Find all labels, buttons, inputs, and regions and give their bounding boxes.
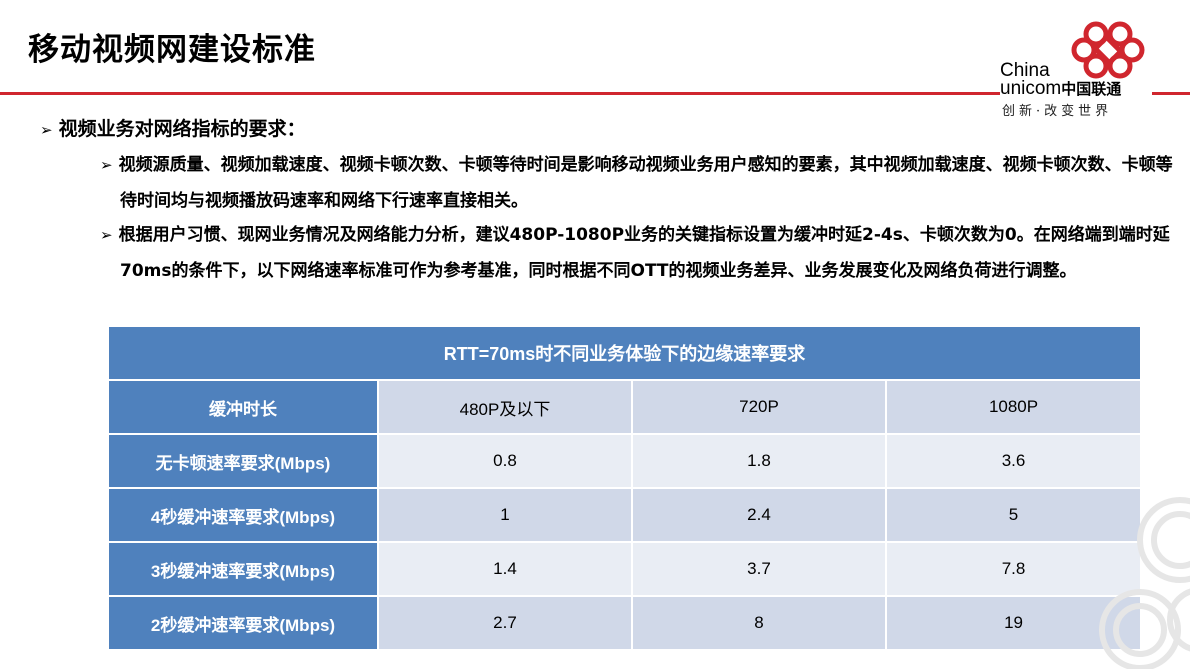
china-unicom-logo: China unicom中国联通 创新·改变世界 xyxy=(996,20,1166,120)
bullet-item: ➢ 根据用户习惯、现网业务情况及网络能力分析，建议480P-1080P业务的关键指… xyxy=(100,217,1180,289)
column-header: 720P xyxy=(631,379,887,435)
table-cell: 1 xyxy=(377,487,633,543)
page-title: 移动视频网建设标准 xyxy=(28,32,316,68)
logo-text-unicom: unicom中国联通 xyxy=(1000,78,1121,100)
table-cell: 1.8 xyxy=(631,433,887,489)
logo-text-unicom-en: unicom xyxy=(1000,78,1062,99)
table-cell: 19 xyxy=(884,595,1143,651)
row-label: 4秒缓冲速率要求(Mbps) xyxy=(107,487,379,543)
table-header-row: 缓冲时长 480P及以下 720P 1080P xyxy=(107,379,1143,435)
table-row: 2秒缓冲速率要求(Mbps) 2.7 8 19 xyxy=(107,595,1143,651)
table-cell: 1.4 xyxy=(377,541,633,597)
table-caption-row: RTT=70ms时不同业务体验下的边缘速率要求 xyxy=(106,325,1143,381)
table-caption: RTT=70ms时不同业务体验下的边缘速率要求 xyxy=(106,325,1143,381)
table-cell: 8 xyxy=(631,595,887,651)
table-cell: 5 xyxy=(884,487,1143,543)
bullet-text: 视频源质量、视频加载速度、视频卡顿次数、卡顿等待时间是影响移动视频业务用户感知的… xyxy=(118,155,1173,211)
row-label: 2秒缓冲速率要求(Mbps) xyxy=(107,595,379,651)
table-row: 无卡顿速率要求(Mbps) 0.8 1.8 3.6 xyxy=(107,433,1143,489)
row-label: 3秒缓冲速率要求(Mbps) xyxy=(107,541,379,597)
table-cell: 2.4 xyxy=(631,487,887,543)
title-divider-right xyxy=(1152,92,1190,95)
column-header: 480P及以下 xyxy=(377,379,633,435)
table-row: 3秒缓冲速率要求(Mbps) 1.4 3.7 7.8 xyxy=(107,541,1143,597)
section-heading-text: 视频业务对网络指标的要求： xyxy=(58,118,306,140)
bullet-arrow-icon: ➢ xyxy=(100,226,113,244)
bullet-item: ➢ 视频源质量、视频加载速度、视频卡顿次数、卡顿等待时间是影响移动视频业务用户感知… xyxy=(100,147,1180,219)
table-row: 4秒缓冲速率要求(Mbps) 1 2.4 5 xyxy=(107,487,1143,543)
table-cell: 0.8 xyxy=(377,433,633,489)
logo-text-china: China xyxy=(1000,60,1050,81)
table-cell: 3.7 xyxy=(631,541,887,597)
table-cell: 7.8 xyxy=(884,541,1143,597)
bullet-arrow-icon: ➢ xyxy=(100,156,113,174)
title-divider xyxy=(0,92,1000,95)
table-cell: 3.6 xyxy=(884,433,1143,489)
rate-requirements-table: RTT=70ms时不同业务体验下的边缘速率要求 缓冲时长 480P及以下 720… xyxy=(106,325,1143,651)
decorative-knot-pattern xyxy=(1099,497,1190,669)
row-label: 无卡顿速率要求(Mbps) xyxy=(107,433,379,489)
section-heading: ➢ 视频业务对网络指标的要求： xyxy=(40,114,306,141)
logo-slogan: 创新·改变世界 xyxy=(1002,104,1113,119)
unicom-knot-icon xyxy=(1071,21,1145,79)
bullet-arrow-icon: ➢ xyxy=(40,121,53,139)
column-header: 1080P xyxy=(884,379,1143,435)
table-cell: 2.7 xyxy=(377,595,633,651)
column-header: 缓冲时长 xyxy=(107,379,379,435)
bullet-text: 根据用户习惯、现网业务情况及网络能力分析，建议480P-1080P业务的关键指标… xyxy=(118,225,1170,281)
logo-text-unicom-cn: 中国联通 xyxy=(1061,81,1122,98)
